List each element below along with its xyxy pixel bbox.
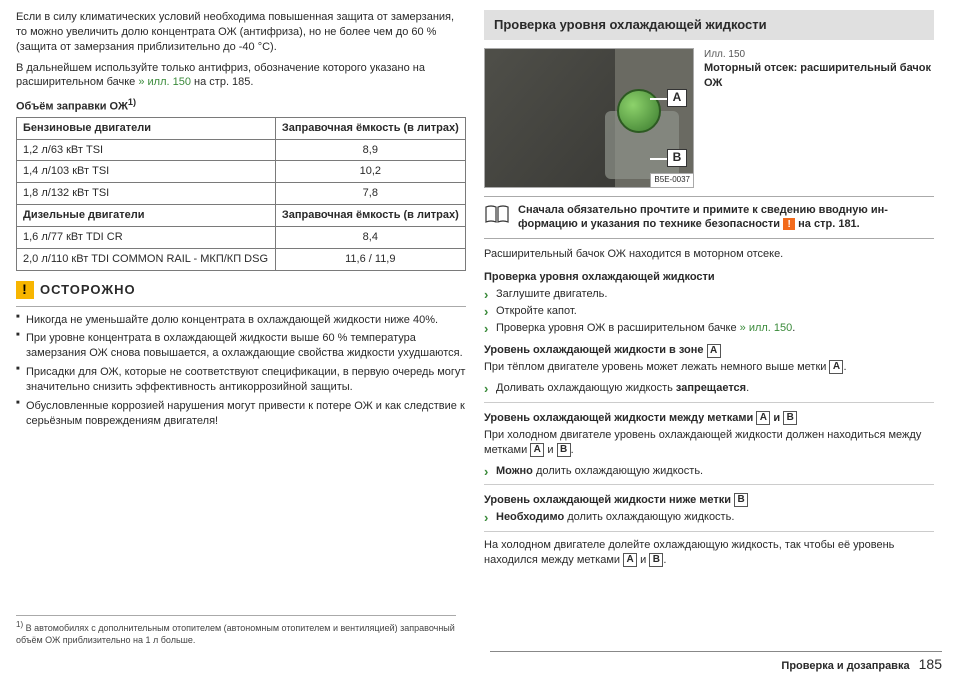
table-title: Объём заправки ОЖ1) (16, 96, 466, 115)
safety-badge-icon: ! (783, 218, 795, 230)
para-climate: Если в силу климатических условий необхо… (16, 10, 466, 55)
para-zone-ab: При холодном двигателе уровень охлаждающ… (484, 428, 934, 458)
figure-row: A B B5E-0037 Илл. 150 Моторный отсек: ра… (484, 48, 934, 188)
list-item: Обусловленные коррозией нарушения могут … (16, 399, 466, 429)
page-footer: Проверка и дозаправка 185 (781, 655, 942, 674)
list-item: Никогда не уменьшайте долю концентрата в… (16, 313, 466, 328)
book-icon (484, 203, 510, 225)
table-row: 2,0 л/110 кВт TDI COMMON RAIL - МКП/КП D… (17, 248, 466, 270)
marker-b: B (667, 149, 687, 167)
list-item: Доливать охлаждающую жидкость запрещаетс… (484, 381, 934, 396)
list-item: Заглушите двигатель. (484, 287, 934, 302)
list-item: Можно долить охлаждающую жидкость. (484, 464, 934, 479)
marker-a: A (667, 89, 687, 107)
capacity-table: Бензиновые двигатели Заправочная ёмкость… (16, 117, 466, 271)
page-number: 185 (919, 656, 942, 672)
safety-intro: Сначала обязательно прочтите и примите к… (484, 196, 934, 240)
table-row: 1,4 л/103 кВт TSI10,2 (17, 161, 466, 183)
caution-header: ! ОСТОРОЖНО (16, 281, 466, 303)
list-item: Откройте капот. (484, 304, 934, 319)
list-item: При уровне концентрата в охлаждающей жид… (16, 331, 466, 361)
steps-list: Заглушите двигатель. Откройте капот. Про… (484, 287, 934, 336)
table-row: 1,6 л/77 кВт TDI CR8,4 (17, 226, 466, 248)
subhead-zone-b: Уровень охлаждающей жидкости ниже метки … (484, 493, 934, 508)
list-item: Проверка уровня ОЖ в расширительном бачк… (484, 321, 934, 336)
caution-title: ОСТОРОЖНО (40, 281, 136, 299)
subhead-check: Проверка уровня охлаждающей жидкости (484, 270, 934, 285)
footer-section: Проверка и дозаправка (781, 660, 909, 672)
marker-a-inline: A (707, 344, 721, 358)
figure-image: A B B5E-0037 (484, 48, 694, 188)
caution-box: ! ОСТОРОЖНО Никогда не уменьшайте долю к… (16, 281, 466, 429)
para-tail: На холодном двигателе долейте охлаждающу… (484, 538, 934, 568)
subhead-zone-a: Уровень охлаждающей жидкости в зоне A (484, 343, 934, 358)
warning-icon: ! (16, 281, 34, 299)
footnote: 1) В автомобилях с дополнительным отопит… (16, 615, 456, 646)
section-title: Проверка уровня охлаждающей жидкости (484, 10, 934, 40)
list-item: Необходимо долить охлаждающую жидкость. (484, 510, 934, 525)
link-ill-150[interactable]: » илл. 150 (138, 76, 191, 88)
th-capacity-2: Заправочная ёмкость (в литрах) (275, 205, 465, 227)
th-diesel: Дизельные двигатели (17, 205, 276, 227)
safety-intro-text: Сначала обязательно прочтите и примите к… (518, 203, 934, 233)
table-row: 1,8 л/132 кВт TSI7,8 (17, 183, 466, 205)
subhead-zone-ab: Уровень охлаждающей жидкости между метка… (484, 411, 934, 426)
th-capacity: Заправочная ёмкость (в литрах) (275, 117, 465, 139)
para-tank-location: Расширительный бачок ОЖ находится в мото… (484, 247, 934, 262)
right-column: Проверка уровня охлаждающей жидкости A B… (484, 10, 934, 574)
coolant-cap-icon (617, 89, 661, 133)
para-antifreeze: В дальнейшем используйте только антифриз… (16, 61, 466, 91)
caution-list: Никогда не уменьшайте долю концентрата в… (16, 313, 466, 429)
th-petrol: Бензиновые двигатели (17, 117, 276, 139)
figure-caption: Илл. 150 Моторный отсек: расширитель­ный… (704, 48, 934, 188)
list-item: Присадки для ОЖ, которые не соответствую… (16, 365, 466, 395)
left-column: Если в силу климатических условий необхо… (16, 10, 466, 574)
para-zone-a: При тёплом двигателе уровень может лежат… (484, 360, 934, 375)
link-ill-150-2[interactable]: » илл. 150 (740, 322, 793, 334)
figure-code: B5E-0037 (650, 173, 693, 187)
table-row: 1,2 л/63 кВт TSI8,9 (17, 139, 466, 161)
